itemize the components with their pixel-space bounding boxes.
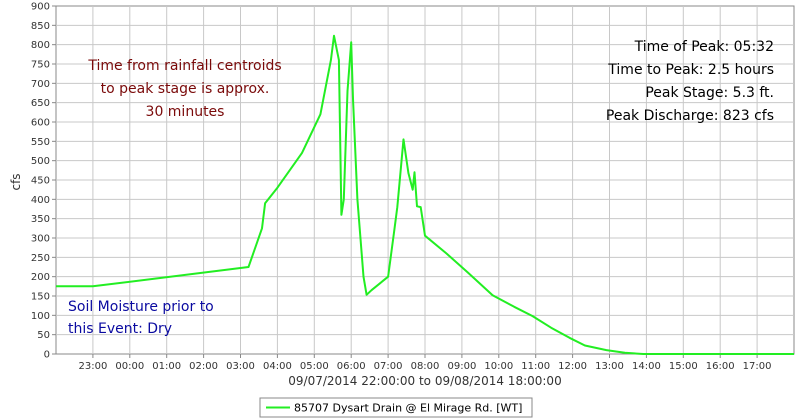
soil-note-line-2: this Event: Dry	[68, 321, 172, 337]
y-tick-label: 100	[31, 311, 50, 322]
x-tick-label: 14:00	[632, 361, 661, 372]
y-tick-label: 900	[31, 2, 50, 13]
y-tick-label: 50	[37, 330, 50, 341]
x-tick-label: 17:00	[743, 361, 772, 372]
y-tick-label: 650	[31, 98, 50, 109]
x-tick-label: 03:00	[226, 361, 255, 372]
x-tick-label: 10:00	[484, 361, 513, 372]
x-tick-label: 09:00	[447, 361, 476, 372]
y-tick-label: 150	[31, 292, 50, 303]
y-tick-label: 850	[31, 21, 50, 32]
x-tick-label: 07:00	[374, 361, 403, 372]
x-tick-label: 11:00	[521, 361, 550, 372]
x-tick-label: 13:00	[595, 361, 624, 372]
x-tick-label: 08:00	[411, 361, 440, 372]
y-tick-label: 800	[31, 40, 50, 51]
y-axis-title: cfs	[9, 173, 23, 190]
x-tick-label: 05:00	[300, 361, 329, 372]
x-tick-label: 04:00	[263, 361, 292, 372]
rainfall-note: Time from rainfall centroids to peak sta…	[87, 58, 281, 120]
stat-peak-discharge: Peak Discharge: 823 cfs	[606, 108, 774, 124]
x-axis-ticks: 23:00 00:00 01:00 02:00 03:00 04:00 05:00 06:00…	[78, 354, 772, 372]
stat-peak-stage: Peak Stage: 5.3 ft.	[645, 85, 774, 101]
y-tick-label: 700	[31, 79, 50, 90]
legend-series-name: 85707 Dysart Drain @ El Mirage Rd. [WT]	[294, 402, 522, 415]
x-tick-label: 16:00	[706, 361, 735, 372]
x-tick-label: 01:00	[152, 361, 181, 372]
y-tick-label: 750	[31, 60, 50, 71]
y-tick-label: 500	[31, 156, 50, 167]
grid-lines	[56, 6, 794, 354]
y-tick-label: 200	[31, 272, 50, 283]
x-tick-label: 06:00	[337, 361, 366, 372]
x-tick-label: 23:00	[78, 361, 107, 372]
y-tick-label: 250	[31, 253, 50, 264]
stat-time-of-peak: Time of Peak: 05:32	[634, 39, 774, 55]
soil-note-line-1: Soil Moisture prior to	[68, 299, 214, 315]
x-tick-label: 15:00	[669, 361, 698, 372]
x-axis-range-label: 09/07/2014 22:00:00 to 09/08/2014 18:00:…	[288, 374, 561, 388]
rainfall-note-line-1: Time from rainfall centroids	[87, 58, 281, 74]
rainfall-note-line-3: 30 minutes	[146, 104, 225, 120]
legend-box	[259, 397, 533, 418]
y-tick-label: 400	[31, 195, 50, 206]
peak-stats: Time of Peak: 05:32 Time to Peak: 2.5 ho…	[606, 39, 774, 124]
y-tick-label: 0	[44, 350, 50, 361]
stat-time-to-peak: Time to Peak: 2.5 hours	[607, 62, 774, 78]
y-tick-label: 600	[31, 118, 50, 129]
y-axis-ticks: 0 50 100 150 200 250 300 350 400 450 500 550 600 650 7…	[31, 2, 56, 361]
y-tick-label: 450	[31, 176, 50, 187]
y-tick-label: 300	[31, 234, 50, 245]
series-line-0	[56, 34, 794, 355]
x-tick-label: 02:00	[189, 361, 218, 372]
rainfall-note-line-2: to peak stage is approx.	[101, 81, 270, 97]
x-tick-label: 12:00	[558, 361, 587, 372]
soil-moisture-note: Soil Moisture prior to this Event: Dry	[68, 299, 214, 337]
x-tick-label: 00:00	[115, 361, 144, 372]
series-layer	[56, 34, 794, 355]
legend: 85707 Dysart Drain @ El Mirage Rd. [WT]	[259, 397, 533, 418]
y-tick-label: 350	[31, 214, 50, 225]
y-tick-label: 550	[31, 137, 50, 148]
